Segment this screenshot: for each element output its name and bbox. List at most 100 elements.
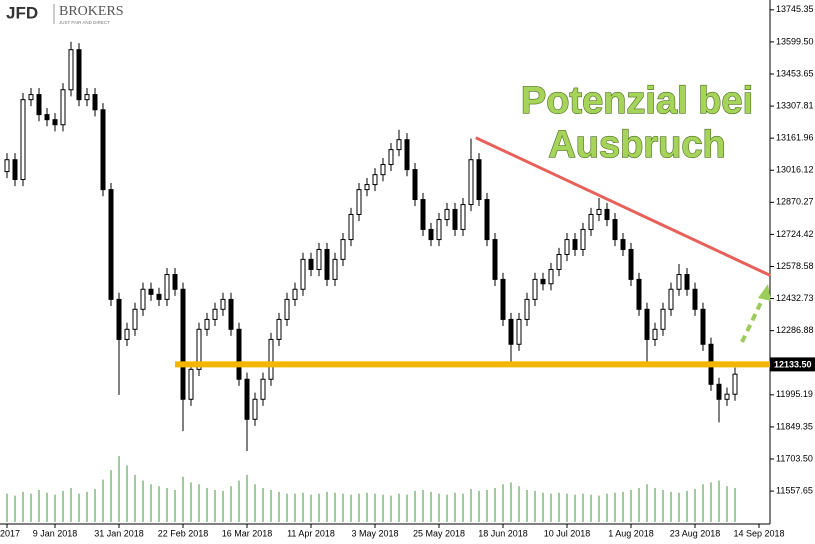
candle-body <box>356 189 362 215</box>
candle <box>500 272 506 327</box>
candle <box>284 292 290 327</box>
candle <box>28 87 34 107</box>
candle <box>412 163 418 207</box>
candle-body <box>636 278 642 310</box>
candle <box>692 282 698 316</box>
candle <box>52 113 58 132</box>
price-label: 12133.50 <box>774 359 812 369</box>
volume-bar <box>558 492 560 522</box>
volume-bar <box>238 480 240 522</box>
candle-body <box>444 208 450 221</box>
candle <box>276 312 282 347</box>
volume-bar <box>102 479 104 522</box>
candle <box>316 242 322 277</box>
candle-body <box>484 199 490 241</box>
candle-body <box>124 328 130 340</box>
candle <box>612 212 618 247</box>
candle-body <box>676 274 682 290</box>
candle <box>556 247 562 277</box>
volume-bar <box>142 480 144 522</box>
logo-name: BROKERS <box>59 4 124 19</box>
volume-bar <box>262 488 264 522</box>
candle-body <box>52 119 58 126</box>
candle <box>340 232 346 266</box>
volume-bar <box>470 489 472 522</box>
candle-body <box>668 288 674 310</box>
candle-body <box>500 278 506 320</box>
volume-bar <box>550 493 552 522</box>
volume-bar <box>598 495 600 522</box>
logo-brand: JFD <box>6 3 38 22</box>
candle-body <box>596 208 602 215</box>
candle <box>540 272 546 291</box>
volume-bar <box>574 494 576 522</box>
x-tick-label: 3 May 2018 <box>351 528 398 538</box>
volume-bar <box>446 494 448 522</box>
volume-bar <box>270 489 272 522</box>
candle-body <box>572 239 578 250</box>
candle <box>732 367 738 401</box>
y-tick-label: 13016.12 <box>776 165 814 175</box>
candle-body <box>524 298 530 320</box>
candle <box>300 252 306 296</box>
candle-body <box>460 204 466 230</box>
candle <box>220 292 226 316</box>
candle <box>124 322 130 347</box>
candle <box>172 267 178 296</box>
volume-bar <box>150 484 152 522</box>
volume-bar <box>734 488 736 522</box>
volume-bar <box>622 491 624 522</box>
y-tick-label: 12724.42 <box>776 229 814 239</box>
x-tick-label: 22 Feb 2018 <box>158 528 209 538</box>
candle-body <box>700 308 706 345</box>
x-tick-label: 14 Sep 2018 <box>733 528 784 538</box>
volume-bar <box>334 492 336 522</box>
volume-bar <box>14 495 16 522</box>
volume-bar <box>526 489 528 522</box>
volume-bar <box>278 491 280 522</box>
candle <box>724 387 730 406</box>
volume-bar <box>222 490 224 522</box>
y-tick-label: 11995.19 <box>776 389 813 399</box>
volume-bar <box>678 492 680 522</box>
candle-body <box>28 94 34 101</box>
volume-bar <box>6 493 8 522</box>
volume-bar <box>638 488 640 522</box>
candle-body <box>436 219 442 241</box>
candle <box>532 272 538 306</box>
candle-body <box>36 94 42 116</box>
candle-body <box>452 208 458 230</box>
candle-body <box>428 228 434 241</box>
resistance-line <box>475 136 771 277</box>
y-tick-label: 11703.50 <box>776 453 813 463</box>
candle <box>84 87 90 107</box>
candle <box>292 282 298 306</box>
candle <box>148 282 154 301</box>
volume-bar <box>518 486 520 522</box>
candle <box>268 332 274 386</box>
candle-body <box>188 368 194 400</box>
candle-body <box>252 398 258 420</box>
candle <box>396 129 402 157</box>
candle-body <box>620 239 626 250</box>
volume-bar <box>414 490 416 522</box>
candle-body <box>348 213 354 241</box>
candle <box>620 232 626 257</box>
candle <box>508 312 514 363</box>
volume-bar <box>190 482 192 522</box>
candle-body <box>516 318 522 345</box>
candle-body <box>60 89 66 126</box>
candle-body <box>116 298 122 340</box>
candle-body <box>148 288 154 295</box>
candle <box>484 192 490 247</box>
candle <box>452 202 458 237</box>
volume-bar <box>302 492 304 522</box>
volume-bar <box>614 492 616 522</box>
volume-bar <box>86 491 88 522</box>
candle <box>44 108 50 127</box>
candle <box>388 142 394 172</box>
candle-body <box>84 94 90 101</box>
candle <box>60 83 66 132</box>
candle <box>444 202 450 227</box>
